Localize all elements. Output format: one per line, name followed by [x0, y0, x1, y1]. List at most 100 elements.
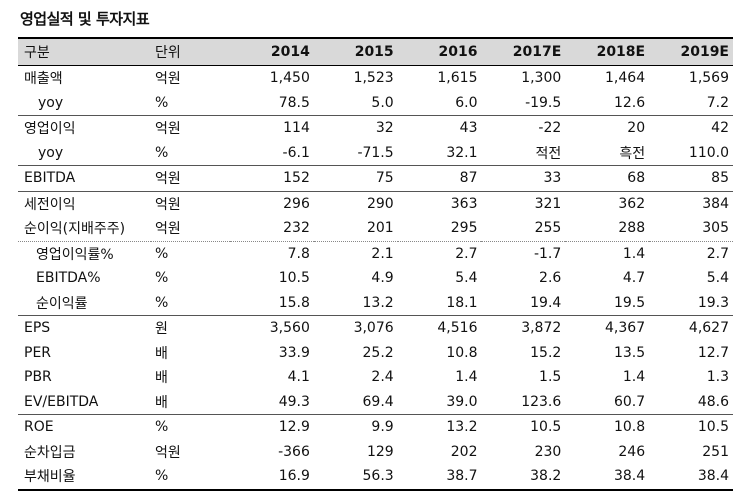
value-cell: 25.2 — [362, 344, 394, 361]
row-unit: 배 — [155, 345, 168, 362]
value-cell: 12.6 — [613, 94, 646, 111]
row-unit: 억원 — [151, 190, 231, 216]
financial-table: 구분 단위 2014 2015 2016 2017E 2018E 2019E 매… — [18, 37, 733, 491]
value-cell: 10.8 — [565, 414, 650, 440]
value-cell: 1,615 — [437, 70, 478, 87]
value-cell: 230 — [534, 443, 562, 460]
value-cell: 43 — [397, 115, 482, 141]
header-unit: 단위 — [151, 37, 231, 66]
table-row: yoy% 78.5 5.0 6.0 -19.5 12.6 7.2 — [18, 91, 733, 116]
value-cell: 305 — [702, 220, 729, 237]
header-year: 2016 — [397, 37, 482, 66]
row-unit: % — [155, 144, 169, 161]
value-cell: 2.6 — [539, 270, 562, 287]
value-cell: 19.4 — [530, 294, 562, 311]
value-cell: 1.5 — [539, 369, 562, 386]
header-year: 2018E — [565, 37, 650, 66]
value-cell: 123.6 — [521, 393, 562, 410]
value-cell: 15.8 — [278, 294, 310, 311]
row-unit: 배 — [155, 394, 168, 411]
value-cell: 1,569 — [688, 70, 729, 87]
table-row: 부채비율% 16.9 56.3 38.7 38.2 38.4 38.4 — [18, 464, 733, 491]
value-cell: 4,627 — [649, 315, 733, 341]
value-cell: 15.2 — [530, 344, 562, 361]
value-cell: 16.9 — [230, 464, 314, 491]
value-cell: 33.9 — [278, 344, 310, 361]
value-cell: 6.0 — [455, 94, 478, 111]
row-unit: 원 — [151, 315, 231, 341]
value-cell: 12.9 — [230, 414, 314, 440]
table-row: EPS 원 3,560 3,076 4,516 3,872 4,367 4,627 — [18, 315, 733, 341]
value-cell: 38.4 — [565, 464, 650, 491]
value-cell: 246 — [618, 443, 646, 460]
value-cell: 32 — [313, 115, 398, 141]
row-label: 순이익(지배주주) — [24, 221, 126, 238]
header-year: 2019E — [649, 37, 733, 66]
row-unit: % — [151, 414, 231, 440]
value-cell: -6.1 — [282, 144, 310, 161]
value-cell: 19.5 — [613, 294, 646, 311]
value-cell: 흑전 — [619, 145, 646, 162]
row-label: EBITDA% — [36, 270, 101, 287]
value-cell: 33 — [481, 165, 566, 191]
value-cell: 적전 — [535, 145, 562, 162]
value-cell: 232 — [283, 220, 310, 237]
value-cell: 13.5 — [613, 344, 646, 361]
row-label: 영업이익률% — [18, 240, 152, 266]
row-label: 부채비율 — [18, 464, 152, 491]
value-cell: 384 — [649, 190, 733, 216]
value-cell: 1.4 — [455, 369, 478, 386]
value-cell: 251 — [702, 443, 729, 460]
row-unit: 배 — [155, 370, 168, 387]
table-row: 영업이익률%% 7.8 2.1 2.7 -1.7 1.4 2.7 — [18, 240, 733, 266]
value-cell: -19.5 — [525, 94, 562, 111]
value-cell: 85 — [649, 165, 733, 191]
row-unit: 억원 — [151, 165, 231, 191]
value-cell: 13.2 — [362, 294, 394, 311]
value-cell: 78.5 — [278, 94, 310, 111]
value-cell: 9.9 — [313, 414, 398, 440]
value-cell: 75 — [313, 165, 398, 191]
value-cell: 4.7 — [622, 270, 646, 287]
row-unit: 억원 — [151, 115, 231, 141]
value-cell: 87 — [397, 165, 482, 191]
value-cell: 4,367 — [565, 315, 650, 341]
value-cell: -22 — [481, 115, 566, 141]
table-row: EV/EBITDA 배 49.3 69.4 39.0 123.6 60.7 48.6 — [18, 390, 733, 415]
value-cell: 10.5 — [481, 414, 566, 440]
header-year: 2017E — [481, 37, 566, 66]
value-cell: 201 — [366, 220, 394, 237]
row-unit: % — [151, 240, 231, 266]
value-cell: 13.2 — [397, 414, 482, 440]
value-cell: 18.1 — [446, 294, 478, 311]
value-cell: 4.1 — [287, 369, 310, 386]
row-label: 세전이익 — [18, 190, 152, 216]
value-cell: 20 — [565, 115, 650, 141]
value-cell: -1.7 — [481, 240, 566, 266]
value-cell: 1,464 — [605, 70, 646, 87]
value-cell: 38.4 — [649, 464, 733, 491]
row-label: EV/EBITDA — [24, 393, 99, 410]
value-cell: 10.5 — [649, 414, 733, 440]
table-row: 매출액 억원 1,450 1,523 1,615 1,300 1,464 1,569 — [18, 66, 733, 91]
value-cell: 4.9 — [371, 270, 394, 287]
value-cell: 7.2 — [706, 94, 729, 111]
row-unit: % — [155, 94, 169, 111]
value-cell: 1,300 — [521, 70, 562, 87]
value-cell: 3,076 — [313, 315, 398, 341]
row-label: 영업이익 — [18, 115, 152, 141]
value-cell: 129 — [366, 443, 394, 460]
row-unit: 억원 — [155, 221, 181, 238]
table-row: PBR 배 4.1 2.4 1.4 1.5 1.4 1.3 — [18, 365, 733, 390]
row-unit: % — [155, 294, 169, 311]
value-cell: -71.5 — [357, 144, 394, 161]
row-label: yoy — [38, 144, 64, 161]
row-label: EPS — [18, 315, 152, 341]
value-cell: 48.6 — [697, 393, 729, 410]
value-cell: 39.0 — [446, 393, 478, 410]
value-cell: 3,560 — [230, 315, 314, 341]
row-label: yoy — [38, 94, 64, 111]
row-label: 순이익률 — [36, 295, 88, 312]
table-row: 순이익(지배주주) 억원 232 201 295 255 288 305 — [18, 216, 733, 241]
